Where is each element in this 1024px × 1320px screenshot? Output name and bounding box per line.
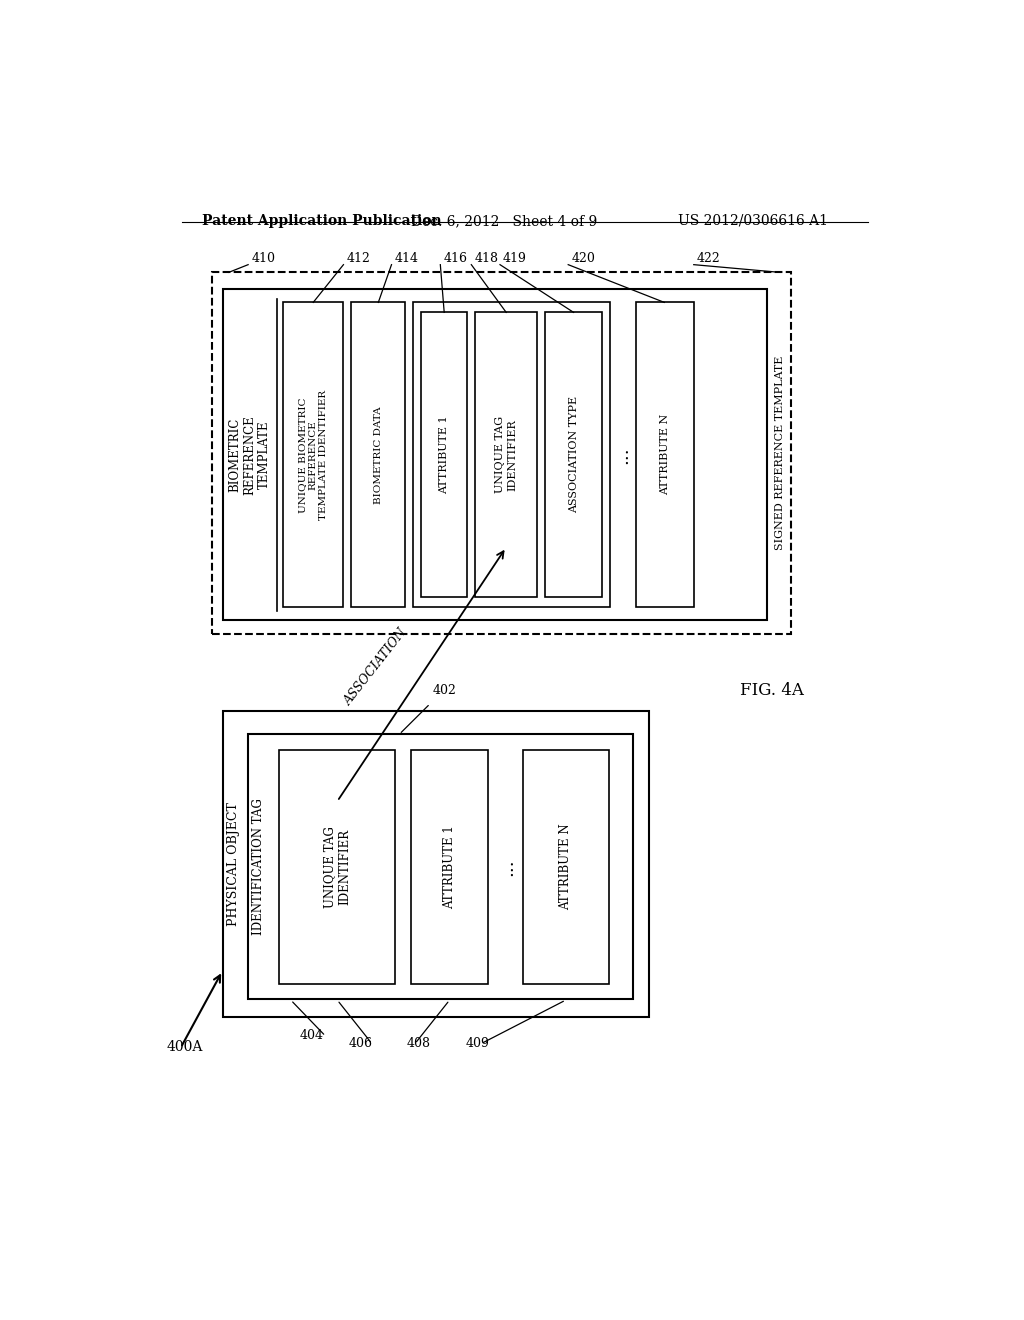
Bar bbox=[414, 302, 610, 607]
Text: UNIQUE BIOMETRIC
REFERENCE
TEMPLATE IDENTIFIER: UNIQUE BIOMETRIC REFERENCE TEMPLATE IDEN… bbox=[298, 389, 328, 520]
Text: 406: 406 bbox=[349, 1038, 373, 1051]
Text: Dec. 6, 2012   Sheet 4 of 9: Dec. 6, 2012 Sheet 4 of 9 bbox=[411, 214, 597, 228]
Text: 412: 412 bbox=[346, 252, 371, 264]
Text: 408: 408 bbox=[407, 1038, 431, 1051]
Text: UNIQUE TAG
IDENTIFIER: UNIQUE TAG IDENTIFIER bbox=[496, 416, 517, 494]
Bar bbox=[411, 750, 488, 983]
Text: UNIQUE TAG
IDENTIFIER: UNIQUE TAG IDENTIFIER bbox=[324, 826, 351, 908]
Text: 419: 419 bbox=[503, 252, 527, 264]
Bar bbox=[280, 750, 395, 983]
Bar bbox=[636, 302, 693, 607]
Bar bbox=[222, 711, 649, 1016]
Text: 420: 420 bbox=[571, 252, 595, 264]
Text: Patent Application Publication: Patent Application Publication bbox=[202, 214, 441, 228]
Text: 422: 422 bbox=[697, 252, 721, 264]
Text: IDENTIFICATION TAG: IDENTIFICATION TAG bbox=[253, 799, 265, 936]
Text: BIOMETRIC DATA: BIOMETRIC DATA bbox=[374, 407, 383, 504]
Text: ...: ... bbox=[499, 858, 517, 875]
Text: FIG. 4A: FIG. 4A bbox=[740, 682, 804, 700]
Text: 410: 410 bbox=[252, 252, 276, 264]
Text: 404: 404 bbox=[300, 1030, 324, 1043]
Bar bbox=[421, 313, 467, 598]
Bar bbox=[283, 302, 343, 607]
Bar bbox=[212, 272, 791, 635]
Text: ...: ... bbox=[613, 446, 632, 463]
Bar bbox=[545, 313, 602, 598]
Text: PHYSICAL OBJECT: PHYSICAL OBJECT bbox=[227, 803, 240, 927]
Text: SIGNED REFERENCE TEMPLATE: SIGNED REFERENCE TEMPLATE bbox=[775, 356, 784, 550]
Text: 400A: 400A bbox=[167, 1040, 203, 1053]
Bar bbox=[475, 313, 538, 598]
Text: US 2012/0306616 A1: US 2012/0306616 A1 bbox=[678, 214, 828, 228]
Text: ATTRIBUTE 1: ATTRIBUTE 1 bbox=[443, 825, 456, 908]
Text: 402: 402 bbox=[432, 684, 457, 697]
Bar bbox=[222, 289, 767, 620]
Text: ATTRIBUTE 1: ATTRIBUTE 1 bbox=[439, 416, 450, 494]
Text: 409: 409 bbox=[465, 1038, 489, 1051]
Text: ASSOCIATION: ASSOCIATION bbox=[342, 626, 410, 708]
Text: 414: 414 bbox=[394, 252, 419, 264]
Bar bbox=[351, 302, 406, 607]
Text: 418: 418 bbox=[474, 252, 499, 264]
Bar bbox=[248, 734, 633, 999]
Text: 416: 416 bbox=[443, 252, 467, 264]
Text: ATTRIBUTE N: ATTRIBUTE N bbox=[659, 414, 670, 495]
Bar bbox=[523, 750, 608, 983]
Text: ASSOCIATION TYPE: ASSOCIATION TYPE bbox=[568, 396, 579, 513]
Text: BIOMETRIC
REFERENCE
TEMPLATE: BIOMETRIC REFERENCE TEMPLATE bbox=[228, 414, 271, 495]
Text: ATTRIBUTE N: ATTRIBUTE N bbox=[559, 824, 572, 909]
